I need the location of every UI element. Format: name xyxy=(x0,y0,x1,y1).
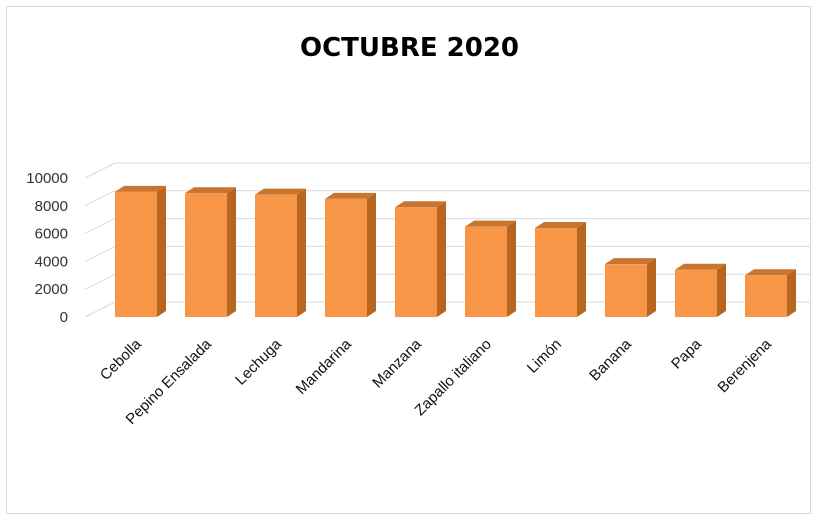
bar-front xyxy=(185,193,227,317)
y-tick-label: 8000 xyxy=(35,198,68,215)
bar-front xyxy=(465,226,507,317)
y-tick-label: 0 xyxy=(60,309,68,326)
x-tick-label: Mandarina xyxy=(293,335,356,398)
y-axis: 0 2000 4000 6000 8000 10000 xyxy=(26,170,68,326)
bar-side xyxy=(647,258,656,317)
bar-top xyxy=(745,269,796,276)
bar-top xyxy=(605,258,656,265)
y-tick-label: 2000 xyxy=(35,281,68,298)
y-tick-label: 4000 xyxy=(35,253,68,270)
bar-front xyxy=(675,269,717,317)
bar xyxy=(675,263,726,317)
bar xyxy=(115,185,166,317)
bar-side xyxy=(717,263,726,317)
bar xyxy=(745,269,796,317)
x-tick-label: Lechuga xyxy=(232,335,285,388)
gridline xyxy=(84,190,810,207)
x-tick-label: Banana xyxy=(586,335,635,384)
bar-side xyxy=(577,222,586,317)
bar-top xyxy=(255,188,306,195)
bar-front xyxy=(395,207,437,317)
bar-side xyxy=(227,187,236,317)
bar-side xyxy=(437,201,446,317)
bar-side xyxy=(367,192,376,317)
x-tick-label: Papa xyxy=(668,335,705,372)
y-tick-label: 10000 xyxy=(26,170,68,187)
bar-front xyxy=(115,191,157,317)
bar-top xyxy=(185,187,236,194)
bar xyxy=(255,188,306,317)
bar-front xyxy=(745,275,787,317)
bar xyxy=(465,220,516,317)
bar-side xyxy=(787,269,796,317)
bar xyxy=(605,258,656,317)
bar xyxy=(395,201,446,317)
bar-top xyxy=(115,185,166,192)
bar xyxy=(185,187,236,317)
bar-top xyxy=(675,263,726,270)
y-tick-label: 6000 xyxy=(35,226,68,243)
x-tick-label: Cebolla xyxy=(97,335,145,383)
bar-front xyxy=(535,228,577,317)
bar-front xyxy=(255,194,297,317)
bar-top xyxy=(325,192,376,199)
bar-front xyxy=(605,264,647,317)
x-tick-label: Manzana xyxy=(369,335,425,391)
bar-top xyxy=(465,220,516,227)
bar xyxy=(325,192,376,317)
bar-top xyxy=(395,201,446,208)
x-tick-label: Berenjena xyxy=(714,335,775,396)
bars xyxy=(115,185,796,317)
bar-front xyxy=(325,198,367,317)
bar-side xyxy=(507,220,516,317)
bar xyxy=(535,222,586,317)
bar-side xyxy=(297,188,306,317)
x-tick-label: Limón xyxy=(524,336,565,377)
gridline xyxy=(84,162,810,179)
bar-top xyxy=(535,222,586,229)
bar-side xyxy=(157,185,166,317)
chart-title: OCTUBRE 2020 xyxy=(299,33,520,63)
